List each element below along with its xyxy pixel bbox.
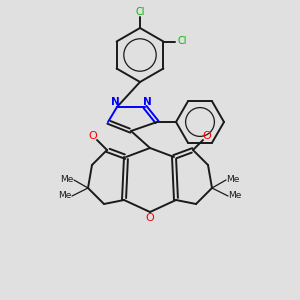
Text: N: N bbox=[142, 97, 152, 107]
Text: O: O bbox=[202, 131, 211, 141]
Text: Me: Me bbox=[60, 176, 74, 184]
Text: Cl: Cl bbox=[178, 37, 187, 46]
Text: N: N bbox=[111, 97, 119, 107]
Text: O: O bbox=[88, 131, 98, 141]
Text: Me: Me bbox=[226, 176, 240, 184]
Text: O: O bbox=[146, 213, 154, 223]
Text: Cl: Cl bbox=[135, 7, 145, 17]
Text: Me: Me bbox=[58, 191, 72, 200]
Text: Me: Me bbox=[228, 191, 242, 200]
